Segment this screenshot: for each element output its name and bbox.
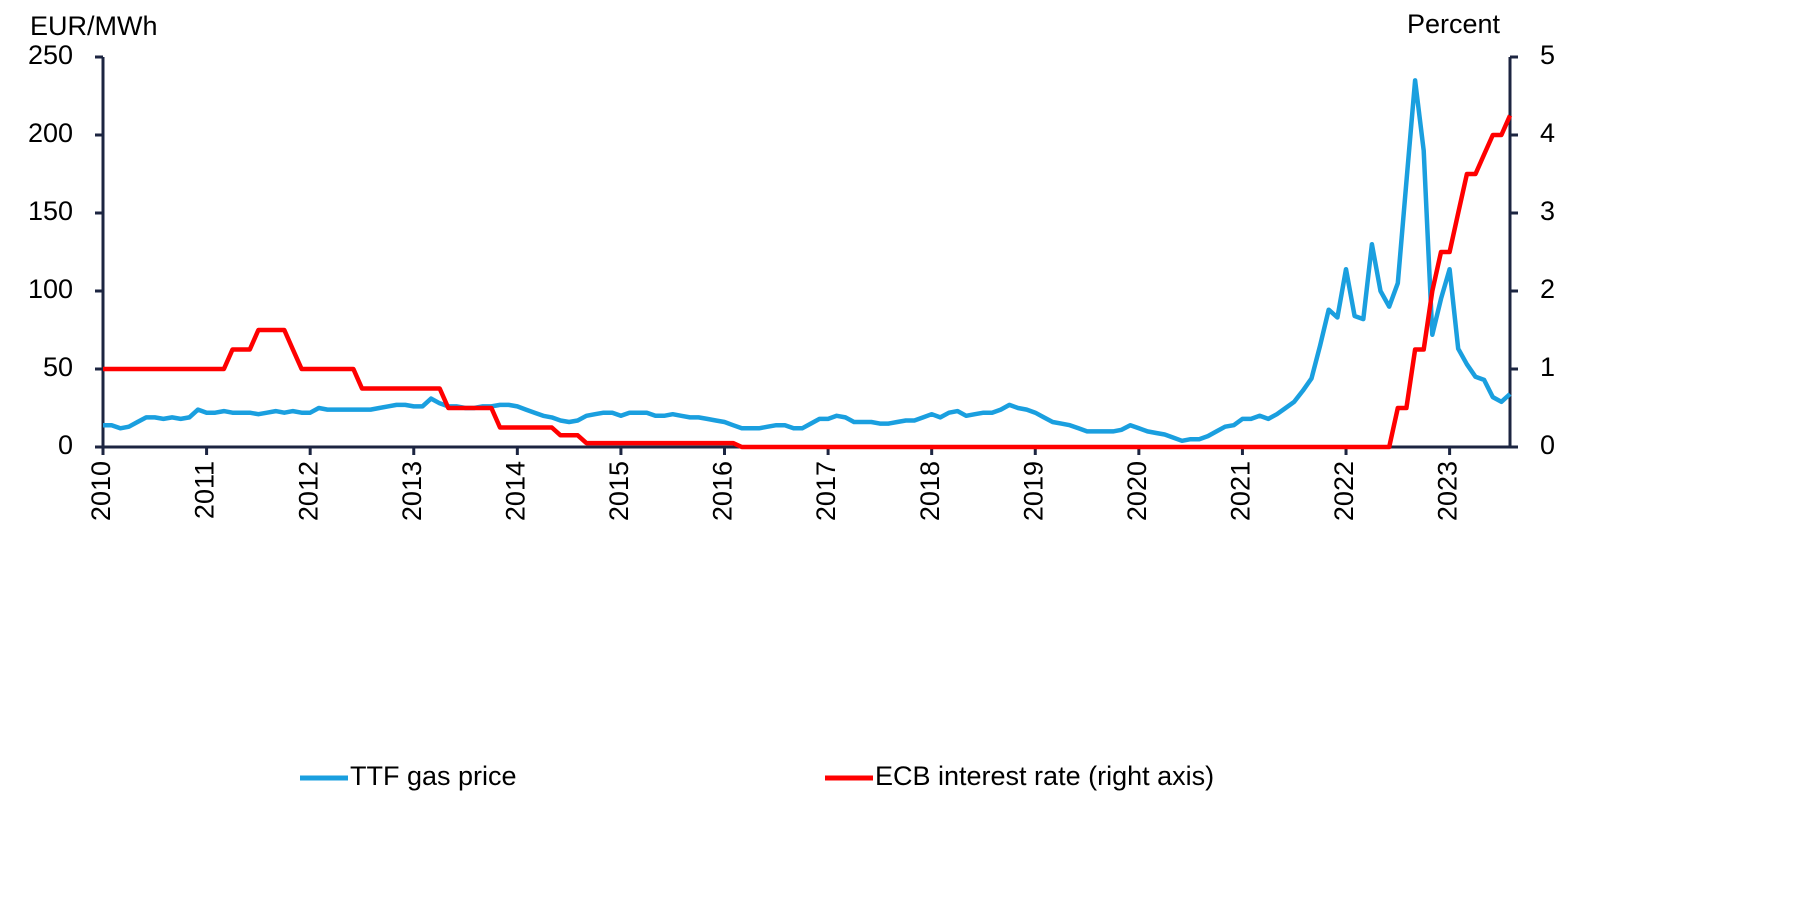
y-tick-label: 50	[43, 352, 73, 382]
series-line	[103, 114, 1513, 450]
y2-tick-label: 4	[1540, 118, 1555, 148]
y-axis-label: EUR/MWh	[30, 11, 158, 41]
x-tick-label: 2015	[604, 461, 634, 521]
x-tick-label: 2022	[1329, 461, 1359, 521]
x-tick-label: 2012	[293, 461, 323, 521]
x-tick-label: 2011	[190, 461, 220, 519]
x-tick-label: 2019	[1018, 461, 1048, 521]
x-tick-label: 2016	[708, 461, 738, 521]
x-tick-label: 2020	[1122, 461, 1152, 521]
x-tick-label: 2013	[397, 461, 427, 521]
y-tick-label: 250	[28, 40, 73, 70]
legend-label: ECB interest rate (right axis)	[875, 761, 1214, 791]
y-tick-label: 0	[58, 430, 73, 460]
x-tick-label: 2014	[500, 461, 530, 521]
x-tick-label: 2021	[1226, 461, 1256, 521]
y2-tick-label: 1	[1540, 352, 1555, 382]
x-tick-label: 2023	[1433, 461, 1463, 521]
y2-tick-label: 0	[1540, 430, 1555, 460]
y-tick-label: 150	[28, 196, 73, 226]
y2-tick-label: 3	[1540, 196, 1555, 226]
x-tick-label: 2010	[86, 461, 116, 521]
series-line	[103, 78, 1512, 444]
legend-label: TTF gas price	[350, 761, 517, 791]
y-tick-label: 100	[28, 274, 73, 304]
y-tick-label: 200	[28, 118, 73, 148]
y2-tick-label: 2	[1540, 274, 1555, 304]
x-tick-label: 2017	[811, 461, 841, 521]
x-tick-label: 2018	[915, 461, 945, 521]
y2-tick-label: 5	[1540, 40, 1555, 70]
y2-axis-label: Percent	[1407, 9, 1501, 39]
